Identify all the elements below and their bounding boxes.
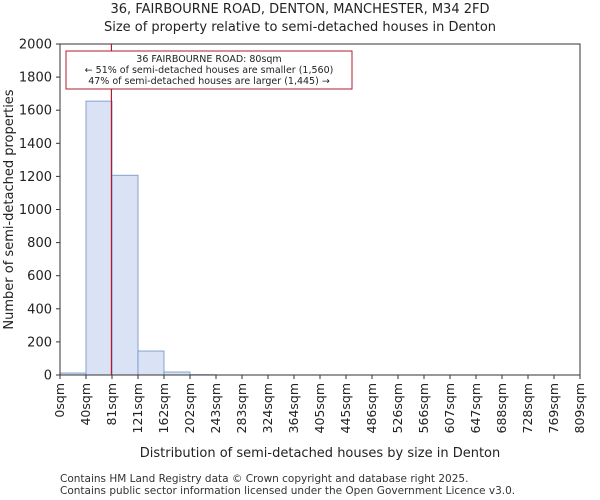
histogram-bar bbox=[111, 174, 139, 376]
annotation-box bbox=[65, 50, 353, 90]
y-tick-label: 600 bbox=[27, 269, 52, 284]
y-tick-label: 2000 bbox=[19, 38, 52, 53]
x-tick-label: 486sqm bbox=[364, 383, 379, 433]
x-tick-label: 607sqm bbox=[442, 383, 457, 433]
y-tick-label: 1600 bbox=[19, 104, 52, 119]
x-tick-label: 526sqm bbox=[390, 383, 405, 433]
histogram-bar bbox=[137, 350, 165, 376]
x-tick-label: 40sqm bbox=[78, 383, 93, 426]
y-tick-label: 1400 bbox=[19, 137, 52, 152]
footer-licence: Contains public sector information licen… bbox=[60, 485, 516, 497]
x-axis-label: Distribution of semi-detached houses by … bbox=[140, 446, 501, 461]
y-tick-label: 1200 bbox=[19, 170, 52, 185]
annotation-line: 47% of semi-detached houses are larger (… bbox=[88, 76, 330, 87]
x-tick-label: 243sqm bbox=[208, 383, 223, 433]
x-tick-label: 324sqm bbox=[260, 383, 275, 433]
x-tick-label: 202sqm bbox=[182, 383, 197, 433]
x-tick-label: 445sqm bbox=[338, 383, 353, 433]
x-tick-label: 647sqm bbox=[468, 383, 483, 433]
x-tick-label: 364sqm bbox=[286, 383, 301, 433]
x-tick-label: 405sqm bbox=[312, 383, 327, 433]
annotation-line: 36 FAIRBOURNE ROAD: 80sqm bbox=[136, 54, 281, 65]
x-tick-label: 566sqm bbox=[416, 383, 431, 433]
y-tick-label: 0 bbox=[44, 369, 52, 384]
y-tick-label: 200 bbox=[27, 335, 52, 350]
y-axis-label: Number of semi-detached properties bbox=[2, 89, 17, 329]
y-tick-label: 1800 bbox=[19, 71, 52, 86]
x-tick-label: 81sqm bbox=[104, 383, 119, 426]
y-tick-label: 1000 bbox=[19, 203, 52, 218]
y-tick-label: 400 bbox=[27, 302, 52, 317]
chart-title: 36, FAIRBOURNE ROAD, DENTON, MANCHESTER,… bbox=[110, 2, 490, 17]
histogram-bar bbox=[85, 100, 113, 376]
x-tick-label: 688sqm bbox=[494, 383, 509, 433]
x-tick-label: 769sqm bbox=[546, 383, 561, 433]
histogram-chart: 0 200 400 600 800 1000 1200 1400 1600 1800 2000 0sq… bbox=[2, 38, 587, 462]
x-tick-label: 283sqm bbox=[234, 383, 249, 433]
x-tick-label: 0sqm bbox=[52, 383, 67, 418]
x-tick-label: 121sqm bbox=[130, 383, 145, 433]
y-tick-label: 800 bbox=[27, 236, 52, 251]
x-tick-label: 809sqm bbox=[572, 383, 587, 433]
x-tick-label: 162sqm bbox=[156, 383, 171, 433]
annotation-line: ← 51% of semi-detached houses are smalle… bbox=[85, 65, 334, 76]
x-tick-label: 728sqm bbox=[520, 383, 535, 433]
chart-subtitle: Size of property relative to semi-detach… bbox=[103, 20, 497, 35]
footer-copyright: Contains HM Land Registry data © Crown c… bbox=[60, 473, 469, 485]
